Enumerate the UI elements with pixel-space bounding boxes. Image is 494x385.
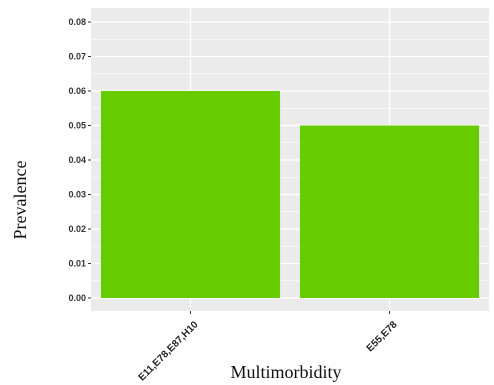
x-tick-label: E11,E78,E87,H10: [137, 319, 201, 383]
y-tick-label: 0.07: [68, 52, 86, 62]
y-tick-label: 0.04: [68, 155, 86, 165]
y-tick-label: 0.05: [68, 121, 86, 131]
y-tick-label: 0.08: [68, 17, 86, 27]
x-tick-label: E55,E78: [365, 319, 400, 354]
y-axis: 0.00 0.01 0.02 0.03 0.04 0.05 0.06 0.07 0.08: [68, 17, 91, 303]
x-axis-title: Multimorbidity: [230, 362, 341, 382]
bar: [299, 125, 480, 298]
y-tick-label: 0.02: [68, 224, 86, 234]
bars: [100, 91, 480, 298]
y-axis-title: Prevalence: [10, 161, 30, 240]
y-tick-label: 0.03: [68, 190, 86, 200]
y-tick-label: 0.01: [68, 259, 86, 269]
y-tick-label: 0.06: [68, 86, 86, 96]
y-tick-label: 0.00: [68, 293, 86, 303]
bar: [100, 91, 281, 298]
